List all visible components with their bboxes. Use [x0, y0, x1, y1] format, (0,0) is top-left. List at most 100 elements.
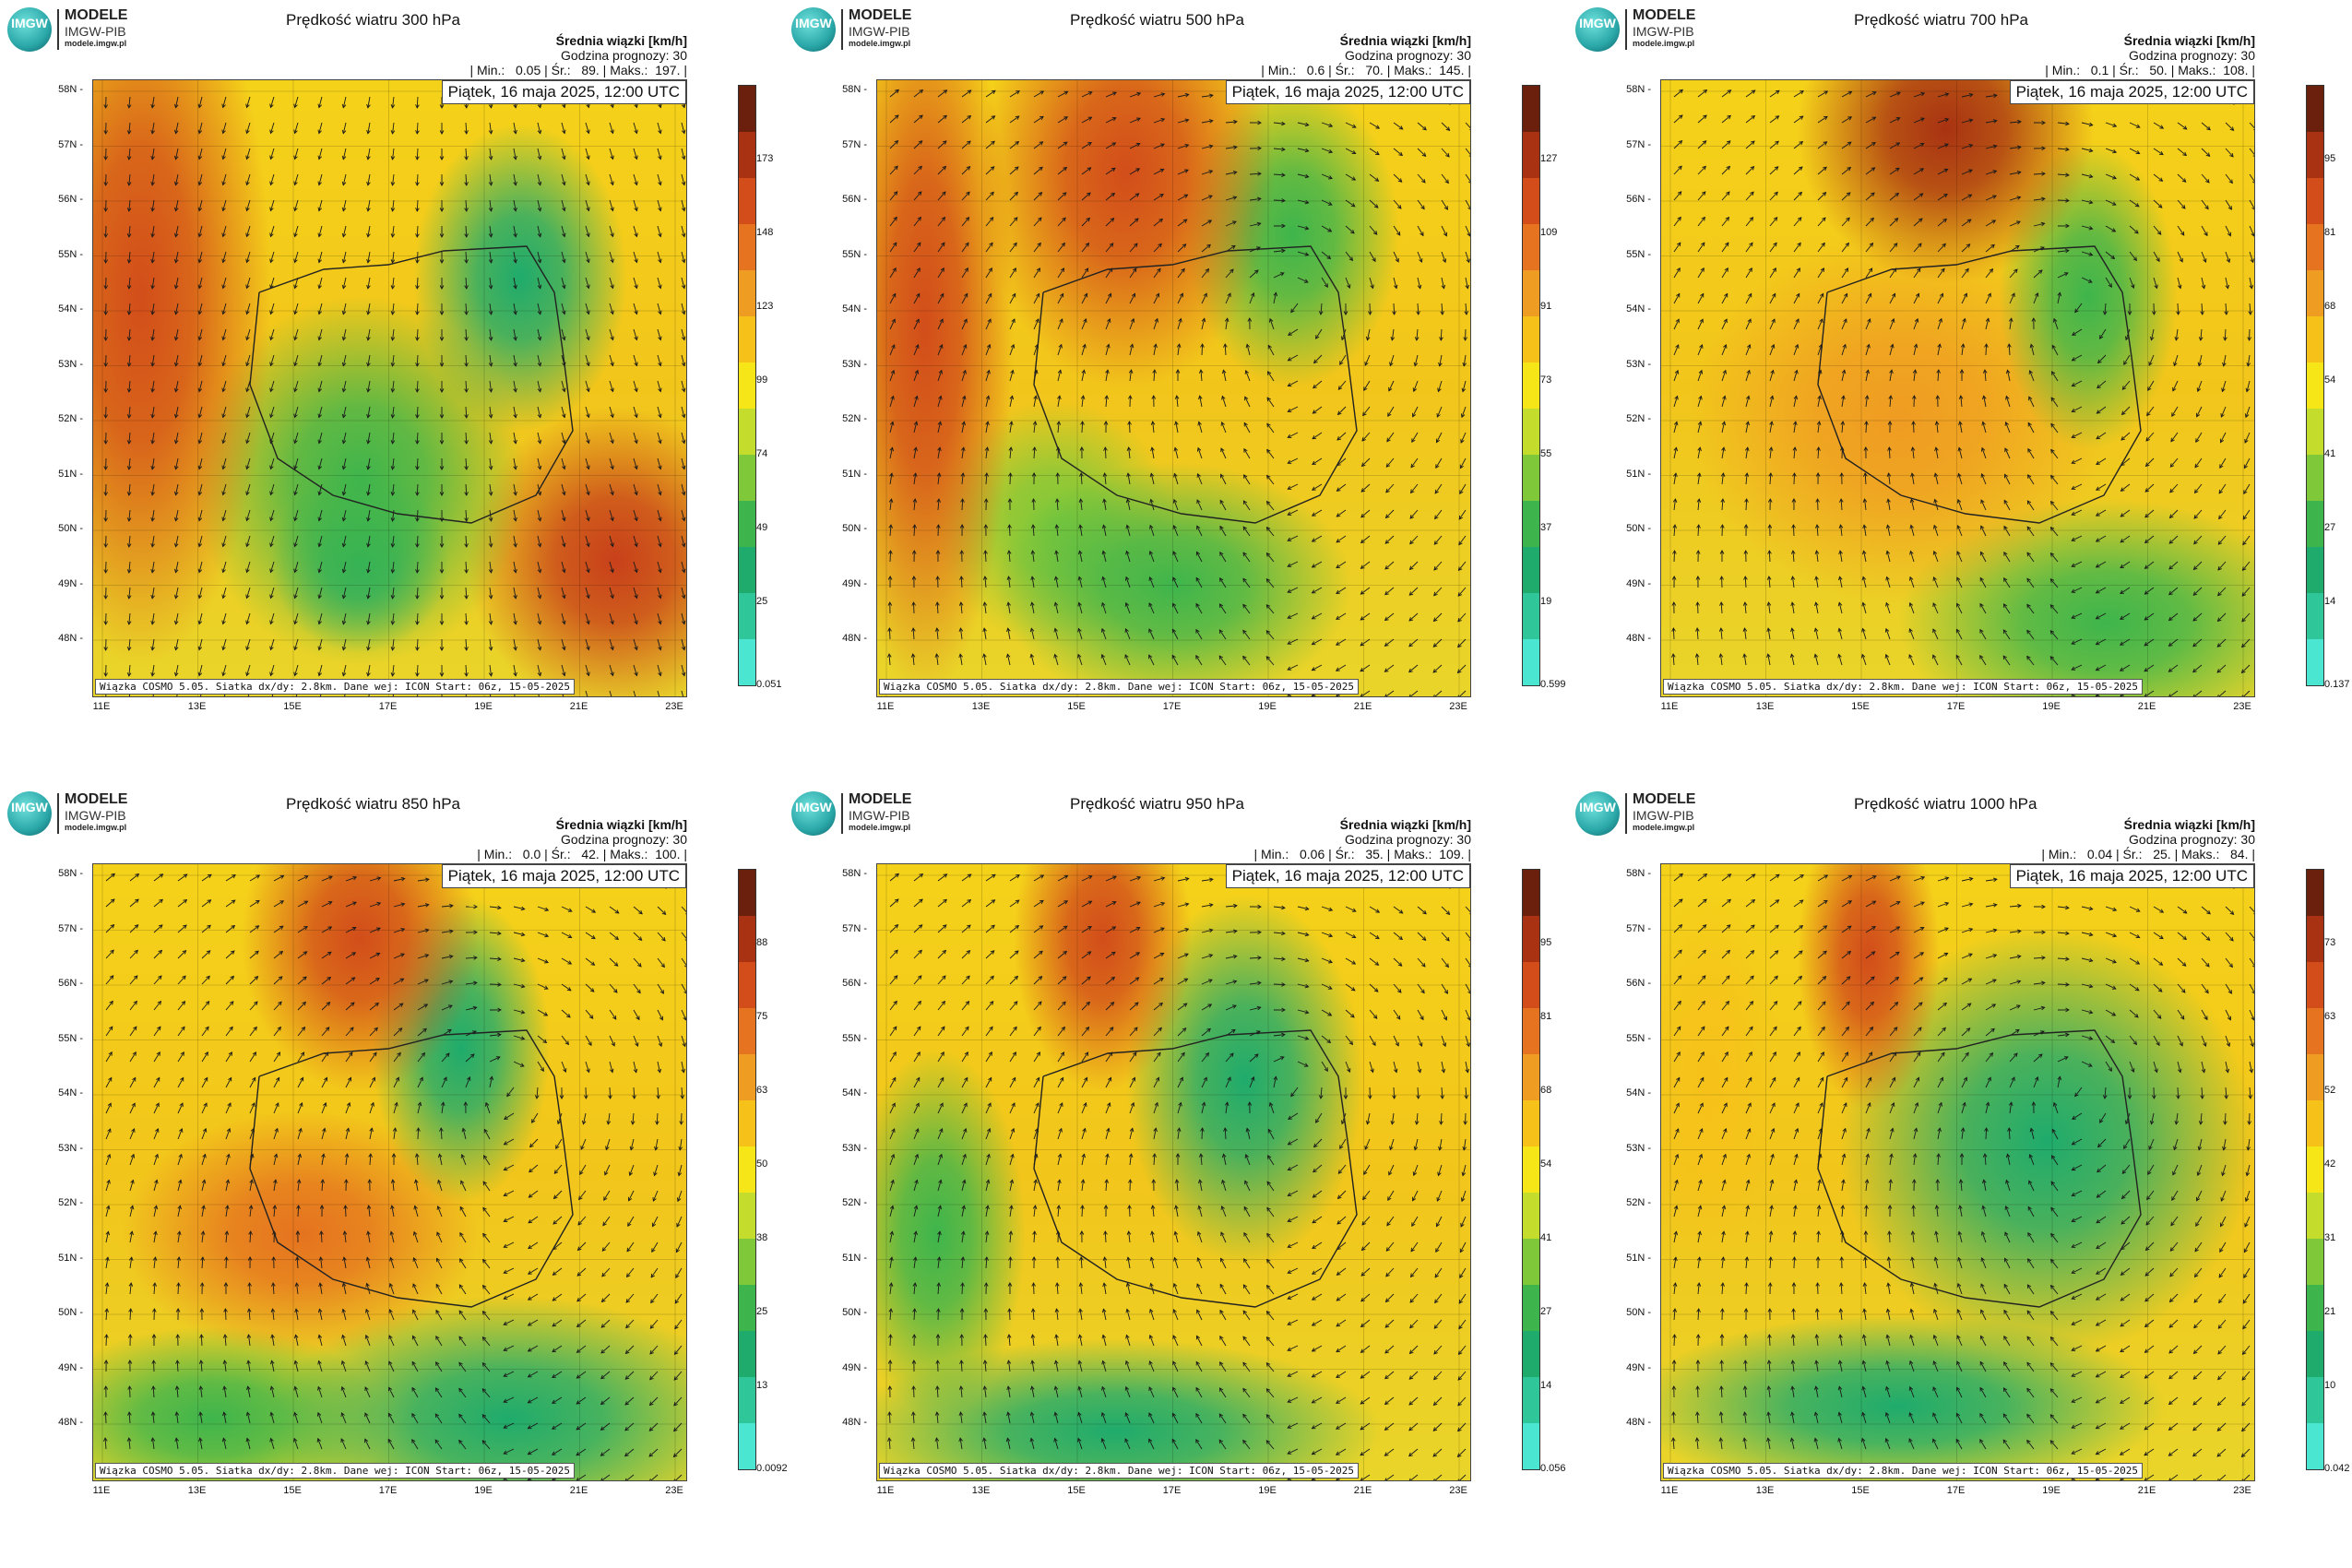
wind-arrow [537, 587, 541, 599]
wind-arrow-head [984, 446, 990, 451]
wind-arrow-head [415, 647, 420, 651]
wind-arrow [1933, 576, 1939, 588]
wind-arrow [1129, 143, 1140, 149]
wind-arrow [246, 328, 251, 340]
wind-arrow [365, 1335, 371, 1347]
wind-arrow [2220, 406, 2227, 418]
wind-arrow [504, 1112, 515, 1120]
wind-arrow-head [1908, 601, 1914, 607]
wind-arrow [2003, 603, 2011, 614]
wind-arrow-head [1434, 489, 1439, 494]
wind-arrow-head [204, 1051, 208, 1056]
forecast-hour: Godzina prognozy: 30 [561, 48, 687, 63]
wind-arrow-head [2111, 201, 2117, 206]
wind-arrow [1054, 628, 1059, 640]
wind-arrow-head [888, 524, 894, 529]
wind-arrow-head [1398, 151, 1404, 157]
wind-arrow-head [269, 362, 274, 367]
wind-arrow-head [661, 910, 667, 915]
latitude-label: 57N - [58, 138, 83, 150]
wind-arrow-head [293, 181, 298, 186]
wind-arrow [1177, 119, 1189, 124]
wind-arrow-head [157, 1026, 161, 1031]
wind-arrow [2249, 277, 2252, 289]
wind-arrow-head [150, 517, 155, 522]
wind-arrow [561, 587, 565, 599]
wind-arrow-head [1773, 217, 1778, 221]
wind-arrow [416, 328, 419, 341]
wind-arrow [1032, 525, 1035, 537]
wind-arrow [246, 122, 251, 134]
wind-arrow [1149, 525, 1155, 537]
wind-arrow [1126, 499, 1131, 511]
wind-arrow-head [2242, 515, 2248, 520]
wind-arrow [1105, 293, 1111, 304]
wind-arrow-head [1932, 550, 1938, 555]
wind-arrow [482, 1233, 491, 1243]
colorbar-step [739, 547, 755, 593]
wind-arrow-head [1895, 117, 1901, 122]
wind-arrow [342, 303, 347, 315]
wind-arrow-head [1219, 525, 1224, 530]
wind-arrow-head [391, 1153, 397, 1158]
wind-arrow [1745, 473, 1748, 485]
wind-arrow [1937, 93, 1949, 98]
wind-arrow [435, 1310, 443, 1321]
wind-arrow [465, 483, 468, 496]
wind-arrow-head [389, 1230, 395, 1236]
wind-arrow [1008, 524, 1011, 537]
wind-arrow [342, 509, 347, 521]
wind-arrow [342, 173, 347, 185]
wind-arrow [201, 1256, 204, 1269]
wind-arrow [151, 199, 155, 211]
wind-arrow-head [562, 103, 566, 109]
wind-arrow [270, 1438, 275, 1450]
wind-arrow [609, 932, 619, 940]
wind-arrow-head [104, 1282, 110, 1287]
wind-arrow [2168, 561, 2179, 570]
wind-arrow-head [1063, 141, 1068, 146]
wind-arrow-head [371, 1076, 376, 1082]
wind-arrow-head [681, 284, 686, 290]
wind-arrow [1201, 195, 1213, 201]
wind-arrow-head [506, 1092, 511, 1098]
brand-name: MODELE [849, 7, 912, 23]
wind-arrow-head [488, 182, 493, 186]
wind-arrow-head [1677, 216, 1681, 221]
wind-arrow-head [1409, 515, 1415, 519]
wind-arrow-head [439, 337, 445, 341]
wind-arrow [1125, 602, 1131, 614]
wind-arrow-head [527, 1425, 532, 1430]
wind-arrow-head [415, 259, 420, 264]
wind-arrow-head [624, 1426, 629, 1431]
wind-arrow [458, 1284, 467, 1295]
wind-arrow-head [1443, 232, 1447, 237]
wind-arrow [365, 1309, 371, 1321]
wind-arrow [1242, 604, 1251, 614]
wind-arrow-head [943, 114, 947, 120]
wind-arrow-head [1385, 463, 1391, 468]
wind-arrow [199, 1438, 203, 1450]
wind-arrow-head [2121, 386, 2127, 390]
wind-arrow-head [341, 336, 347, 341]
wind-arrow [1434, 690, 1443, 696]
wind-arrow-head [152, 1256, 158, 1261]
wind-arrow-head [1797, 242, 1801, 247]
wind-arrow [1434, 483, 1443, 494]
colorbar-step [2307, 593, 2323, 639]
wind-arrow-head [2241, 643, 2246, 648]
wind-arrow [296, 1283, 299, 1295]
wind-arrow-head [1440, 311, 1444, 315]
wind-arrow [1937, 293, 1943, 304]
wind-arrow-head [586, 181, 590, 186]
wind-arrow-head [1438, 362, 1443, 367]
wind-arrow [1861, 654, 1867, 666]
wind-arrow-head [2005, 395, 2010, 400]
wind-arrow [2218, 483, 2227, 494]
wind-arrow [1465, 225, 1470, 237]
wind-arrow [417, 1004, 428, 1011]
wind-arrow-head [1722, 369, 1727, 374]
wind-arrow [1225, 146, 1237, 149]
wind-arrow [2169, 457, 2179, 468]
wind-arrow [605, 1138, 611, 1150]
